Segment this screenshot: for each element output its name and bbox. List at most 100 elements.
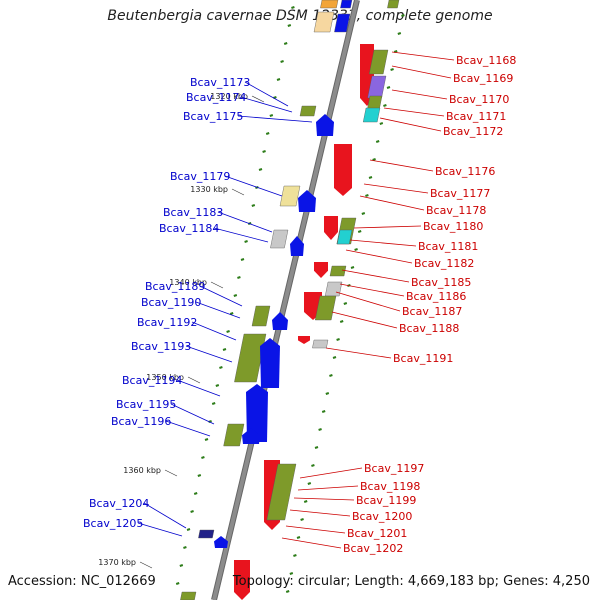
tick-mark <box>300 518 304 521</box>
locus-tag-label-right: Bcav_1188 <box>399 322 459 335</box>
forward-gene-arrow <box>260 338 280 388</box>
tick-mark <box>219 366 223 369</box>
locus-tag-label-left: Bcav_1173 <box>190 76 250 89</box>
locus-tag-label-left: Bcav_1204 <box>89 497 149 510</box>
tick-mark <box>379 122 384 125</box>
tick-mark <box>343 302 348 305</box>
label-leader-line <box>341 269 410 283</box>
tick-mark <box>383 104 387 107</box>
forward-gene-arrow <box>246 384 268 442</box>
gene-block <box>312 339 329 349</box>
label-leader-line <box>363 183 429 194</box>
tick-mark <box>318 428 322 431</box>
accession-text: Accession: NC_012669 <box>8 574 156 589</box>
label-leader-line <box>165 420 211 437</box>
tick-mark <box>179 564 184 567</box>
tick-mark <box>293 554 297 557</box>
locus-tag-label-left: Bcav_1189 <box>145 280 205 293</box>
tick-mark <box>287 24 292 27</box>
label-leader-line <box>379 117 442 132</box>
locus-tag-label-right: Bcav_1198 <box>360 480 420 493</box>
label-leader-line <box>391 65 452 79</box>
locus-tag-label-right: Bcav_1199 <box>356 494 416 507</box>
tick-mark <box>314 446 319 449</box>
reverse-gene-arrow <box>298 336 310 344</box>
label-leader-line <box>143 502 187 529</box>
label-leader-line <box>137 522 183 537</box>
tick-mark <box>197 474 202 477</box>
tick-mark <box>296 536 301 539</box>
locus-tag-label-right: Bcav_1185 <box>411 276 471 289</box>
label-leader-line <box>383 107 445 117</box>
label-leader-line <box>369 159 434 172</box>
label-leader-line <box>224 175 283 197</box>
locus-tag-label-right: Bcav_1172 <box>443 125 503 138</box>
label-leader-line <box>331 311 398 329</box>
kbp-tick <box>164 469 178 477</box>
genome-backbone-highlight <box>212 0 359 600</box>
label-leader-line <box>293 497 355 501</box>
tick-mark <box>201 456 205 459</box>
tick-mark <box>226 330 230 333</box>
kbp-label: 1360 kbp <box>123 466 161 475</box>
gene-block <box>324 281 343 297</box>
locus-tag-label-right: Bcav_1182 <box>414 257 474 270</box>
locus-tag-label-right: Bcav_1187 <box>402 305 462 318</box>
label-leader-line <box>335 291 401 312</box>
tick-mark <box>193 492 198 495</box>
locus-tag-label-right: Bcav_1186 <box>406 290 466 303</box>
tick-mark <box>211 402 216 405</box>
forward-gene-arrow <box>272 312 288 330</box>
gene-block <box>329 265 347 277</box>
tick-mark <box>307 482 312 485</box>
label-leader-line <box>325 347 392 359</box>
locus-tag-label-left: Bcav_1184 <box>159 222 219 235</box>
tick-mark <box>289 572 294 575</box>
tick-mark <box>280 60 284 63</box>
forward-gene-arrow <box>298 190 316 212</box>
tick-mark <box>350 266 355 269</box>
tick-mark <box>175 582 180 585</box>
gene-block-top <box>334 13 351 33</box>
locus-tag-label-right: Bcav_1168 <box>456 54 516 67</box>
tick-mark <box>332 356 337 359</box>
tick-mark <box>190 510 194 513</box>
kbp-label: 1370 kbp <box>98 558 136 567</box>
tick-mark <box>361 212 366 215</box>
label-leader-line <box>213 227 269 243</box>
tick-mark <box>339 320 344 323</box>
tick-mark <box>390 68 394 71</box>
gene-block <box>266 463 297 521</box>
gene-block <box>198 529 215 539</box>
gene-block <box>270 229 289 249</box>
tick-mark <box>336 338 340 341</box>
gene-block-top <box>313 11 335 33</box>
tick-mark <box>357 230 362 233</box>
label-leader-line <box>195 301 241 319</box>
kbp-tick <box>139 561 153 569</box>
tick-mark <box>258 168 263 171</box>
locus-tag-label-left: Bcav_1196 <box>111 415 171 428</box>
label-leader-line <box>185 345 233 363</box>
label-leader-line <box>170 403 215 425</box>
label-leader-line <box>176 379 221 397</box>
gene-block <box>336 229 353 245</box>
gene-block <box>223 423 245 447</box>
genome-info-text: Topology: circular; Length: 4,669,183 bp… <box>232 574 590 589</box>
label-leader-line <box>299 467 363 479</box>
gene-block-top <box>340 0 353 9</box>
locus-tag-label-right: Bcav_1170 <box>449 93 509 106</box>
label-leader-line <box>359 195 425 211</box>
gene-block-top <box>320 0 339 9</box>
kbp-tick <box>187 376 201 384</box>
locus-tag-label-right: Bcav_1171 <box>446 110 506 123</box>
locus-tag-label-left: Bcav_1205 <box>83 517 143 530</box>
kbp-label: 1340 kbp <box>169 278 207 287</box>
kbp-label: 1320 kbp <box>210 92 248 101</box>
label-leader-line <box>391 51 455 61</box>
label-leader-line <box>391 89 448 100</box>
tick-mark <box>204 438 209 441</box>
tick-mark <box>244 240 248 243</box>
label-leader-line <box>240 96 293 113</box>
